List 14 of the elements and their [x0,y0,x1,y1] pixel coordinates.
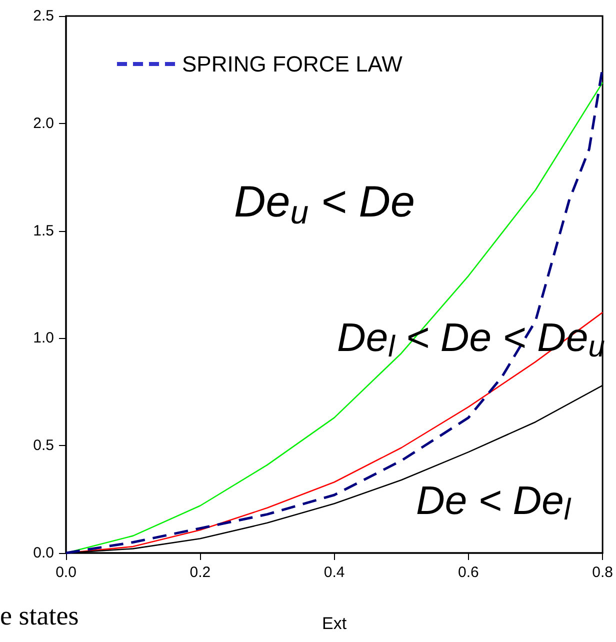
x-axis-title: Ext [322,614,347,633]
x-tick-label: 0.8 [592,564,614,581]
text: e states [0,600,79,630]
y-tick-label: 1.5 [33,222,54,240]
y-tick-label: 0.5 [33,437,54,454]
y-tick-label: 2.5 [33,8,54,24]
y-tick-label: 0.0 [33,544,54,562]
y-tick-label: 2.0 [33,114,54,132]
text: SPRING FORCE LAW [182,52,403,76]
x-tick-label: 0.4 [324,564,345,581]
y-tick-label: 1.0 [33,330,54,347]
x-tick-label: 0.2 [190,564,211,581]
x-tick-label: 0.6 [458,564,479,581]
x-tick-label: 0.0 [56,564,76,581]
